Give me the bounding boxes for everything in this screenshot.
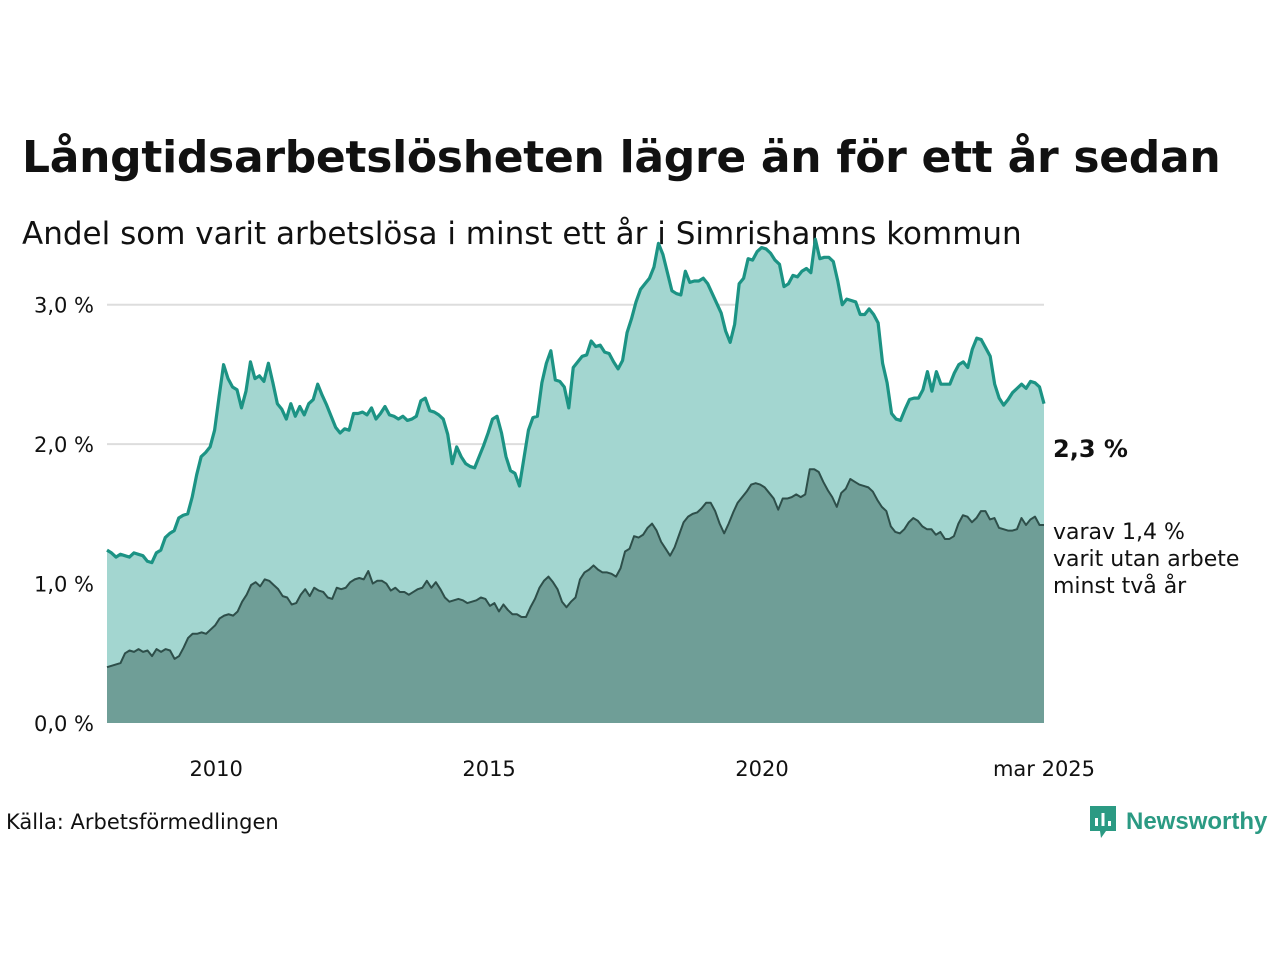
series-areas	[106, 237, 1046, 723]
end-labels: 2,3 % varav 1,4 % varit utan arbete minst t…	[1053, 435, 1239, 599]
source-note: Källa: Arbetsförmedlingen	[6, 810, 279, 834]
newsworthy-logo-icon	[1090, 806, 1116, 838]
line-long	[106, 468, 1044, 669]
end-label-long: varav 1,4 % varit utan arbete minst två år	[1053, 520, 1239, 599]
brand-name: Newsworthy	[1126, 808, 1268, 835]
x-tick-label: 2010	[189, 757, 242, 781]
y-tick-label: 0,0 %	[34, 712, 94, 736]
brand-logo[interactable]: Newsworthy	[1088, 804, 1267, 840]
y-tick-label: 2,0 %	[34, 433, 94, 457]
x-tick-label: 2020	[735, 757, 788, 781]
x-tick-label: mar 2025	[993, 757, 1095, 781]
line-total	[106, 237, 1046, 565]
x-tick-label: 2015	[462, 757, 515, 781]
end-label-total: 2,3 %	[1053, 435, 1128, 463]
chart-subtitle: Andel som varit arbetslösa i minst ett å…	[22, 216, 1022, 252]
y-tick-label: 1,0 %	[34, 573, 94, 597]
y-tick-label: 3,0 %	[34, 294, 94, 318]
area-long	[107, 469, 1044, 723]
chart-title: Långtidsarbetslösheten lägre än för ett …	[22, 132, 1221, 183]
axis-labels: 0,0 % 1,0 % 2,0 % 3,0 % 2010 2015 2020 mar 2025	[34, 294, 1095, 781]
